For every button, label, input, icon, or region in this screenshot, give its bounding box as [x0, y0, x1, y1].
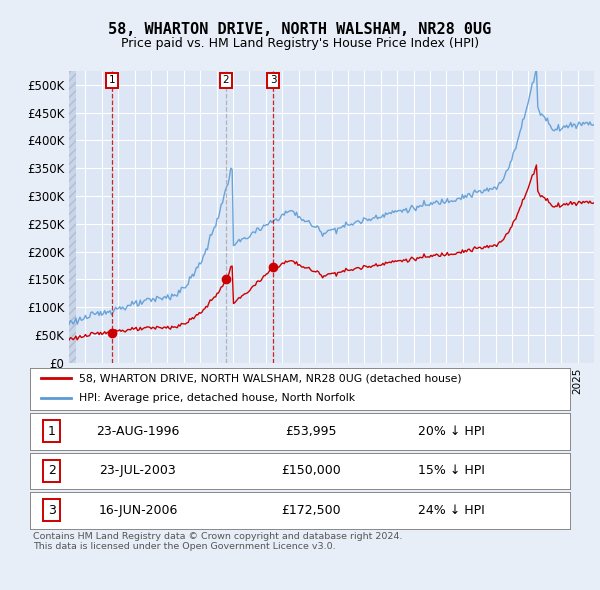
Text: 1: 1: [47, 425, 56, 438]
Text: 58, WHARTON DRIVE, NORTH WALSHAM, NR28 0UG: 58, WHARTON DRIVE, NORTH WALSHAM, NR28 0…: [109, 22, 491, 37]
Text: HPI: Average price, detached house, North Norfolk: HPI: Average price, detached house, Nort…: [79, 393, 355, 403]
Bar: [69, 71, 76, 363]
Text: 23-AUG-1996: 23-AUG-1996: [97, 425, 179, 438]
Text: 2: 2: [47, 464, 56, 477]
Text: Price paid vs. HM Land Registry's House Price Index (HPI): Price paid vs. HM Land Registry's House …: [121, 37, 479, 50]
Text: 20% ↓ HPI: 20% ↓ HPI: [418, 425, 485, 438]
Bar: [69, 71, 76, 363]
Text: Contains HM Land Registry data © Crown copyright and database right 2024.
This d: Contains HM Land Registry data © Crown c…: [33, 532, 403, 551]
Text: 24% ↓ HPI: 24% ↓ HPI: [418, 504, 485, 517]
Text: £150,000: £150,000: [281, 464, 341, 477]
Text: 58, WHARTON DRIVE, NORTH WALSHAM, NR28 0UG (detached house): 58, WHARTON DRIVE, NORTH WALSHAM, NR28 0…: [79, 373, 461, 383]
Text: 23-JUL-2003: 23-JUL-2003: [100, 464, 176, 477]
Text: £172,500: £172,500: [281, 504, 341, 517]
Text: 2: 2: [223, 76, 229, 86]
Text: 3: 3: [270, 76, 277, 86]
Text: 15% ↓ HPI: 15% ↓ HPI: [418, 464, 485, 477]
Text: 1: 1: [109, 76, 116, 86]
Text: £53,995: £53,995: [285, 425, 337, 438]
Text: 16-JUN-2006: 16-JUN-2006: [98, 504, 178, 517]
Text: 3: 3: [47, 504, 56, 517]
